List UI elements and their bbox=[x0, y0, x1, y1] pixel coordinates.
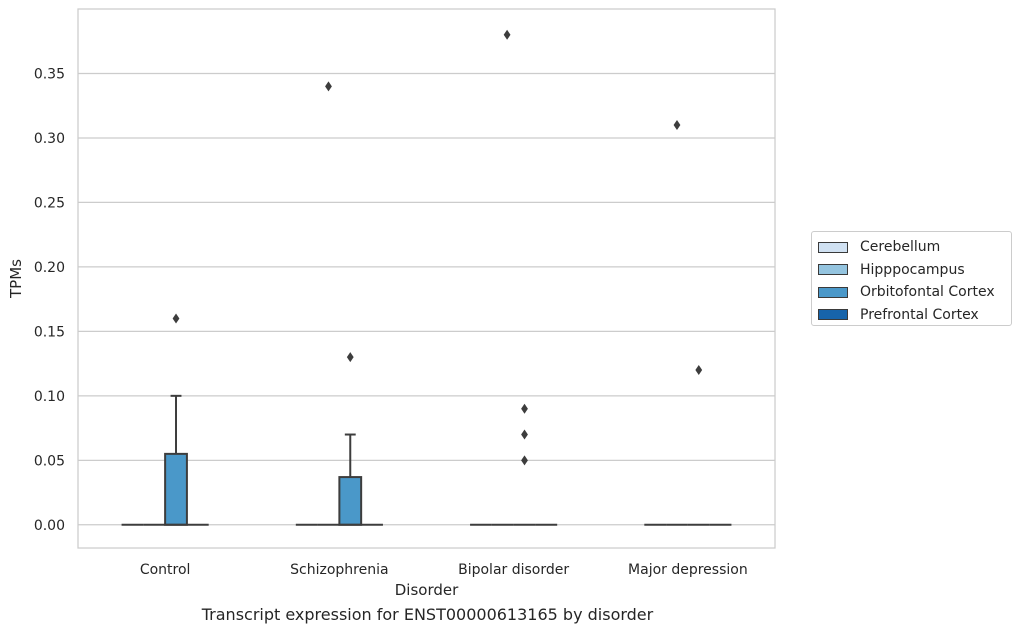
x-axis-title: Disorder bbox=[395, 581, 459, 599]
outlier-point bbox=[346, 352, 354, 363]
legend-label: Orbitofontal Cortex bbox=[860, 284, 995, 301]
grid-lines bbox=[78, 72, 775, 526]
legend-label: Prefrontal Cortex bbox=[860, 306, 979, 323]
x-tick-label: Major depression bbox=[628, 562, 748, 578]
x-tick-label: Schizophrenia bbox=[290, 562, 388, 578]
y-tick-label: 0.20 bbox=[34, 260, 65, 276]
legend-item-hippocampus: Hipppocampus bbox=[818, 259, 1011, 282]
legend-swatch bbox=[818, 309, 848, 321]
outlier-point bbox=[521, 403, 528, 414]
plot-area bbox=[121, 29, 732, 526]
y-tick-label: 0.25 bbox=[34, 195, 65, 211]
y-tick-label: 0.00 bbox=[34, 518, 65, 534]
legend-swatch bbox=[818, 264, 848, 276]
outlier-point bbox=[503, 29, 511, 40]
y-tick-label: 0.35 bbox=[34, 66, 65, 82]
y-tick-labels: 0.00 0.05 0.10 0.15 0.20 0.25 0.30 0.35 bbox=[34, 66, 65, 533]
box-orbitofontal-cortex bbox=[164, 452, 188, 526]
legend-swatch bbox=[818, 241, 848, 253]
outlier-point bbox=[673, 120, 681, 131]
y-tick-label: 0.30 bbox=[34, 131, 65, 147]
plot-frame bbox=[77, 8, 776, 549]
x-tick-label: Control bbox=[140, 562, 191, 578]
y-tick-label: 0.15 bbox=[34, 324, 65, 340]
chart-caption: Transcript expression for ENST0000061316… bbox=[201, 605, 654, 624]
y-axis-title: TPMs bbox=[7, 259, 25, 299]
y-tick-label: 0.05 bbox=[34, 453, 65, 469]
outlier-point bbox=[695, 365, 703, 376]
legend-label: Hipppocampus bbox=[860, 261, 965, 278]
legend-item-prefrontal-cortex: Prefrontal Cortex bbox=[818, 304, 1011, 327]
x-tick-label: Bipolar disorder bbox=[458, 562, 569, 578]
y-tick-label: 0.10 bbox=[34, 389, 65, 405]
legend-swatch bbox=[818, 286, 848, 298]
outlier-point bbox=[325, 81, 332, 92]
legend: Cerebellum Hipppocampus Orbitofontal Cor… bbox=[811, 231, 1012, 326]
outlier-point bbox=[521, 455, 528, 466]
legend-item-cerebellum: Cerebellum bbox=[818, 236, 1011, 259]
box-orbitofontal-cortex bbox=[338, 476, 363, 526]
outlier-point bbox=[521, 429, 528, 440]
outlier-point bbox=[172, 313, 180, 324]
x-tick-labels: Control Schizophrenia Bipolar disorder Majo… bbox=[140, 562, 748, 578]
legend-item-orbitofrontal-cortex: Orbitofontal Cortex bbox=[818, 281, 1011, 304]
legend-label: Cerebellum bbox=[860, 239, 941, 256]
